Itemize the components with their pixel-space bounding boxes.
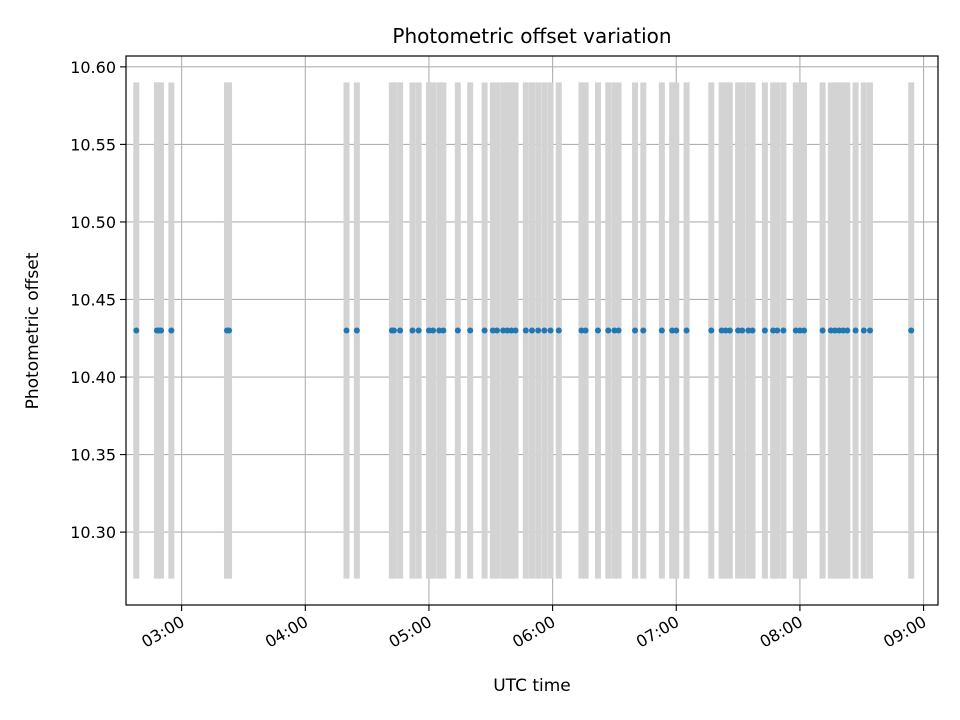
data-point xyxy=(547,327,554,334)
data-point xyxy=(578,327,585,334)
data-point xyxy=(658,327,665,334)
data-point xyxy=(739,327,746,334)
y-tick-label: 10.60 xyxy=(70,58,116,77)
data-point xyxy=(792,327,799,334)
data-point xyxy=(454,327,461,334)
data-point xyxy=(158,327,165,334)
data-point xyxy=(481,327,488,334)
data-point xyxy=(409,327,416,334)
data-point xyxy=(708,327,715,334)
data-point xyxy=(555,327,562,334)
data-point xyxy=(770,327,777,334)
data-point xyxy=(774,327,781,334)
data-point xyxy=(390,327,397,334)
data-point xyxy=(780,327,787,334)
data-point xyxy=(745,327,752,334)
y-tick-label: 10.55 xyxy=(70,135,116,154)
data-point xyxy=(500,327,507,334)
data-point xyxy=(860,327,867,334)
data-point xyxy=(504,327,511,334)
data-point xyxy=(735,327,742,334)
data-point xyxy=(844,327,851,334)
data-point xyxy=(840,327,847,334)
data-point xyxy=(343,327,350,334)
data-point xyxy=(522,327,529,334)
data-point xyxy=(467,327,474,334)
data-point xyxy=(605,327,612,334)
y-tick-label: 10.50 xyxy=(70,213,116,232)
data-point xyxy=(831,327,838,334)
data-point xyxy=(673,327,680,334)
y-tick-label: 10.40 xyxy=(70,368,116,387)
y-axis-label: Photometric offset xyxy=(23,252,43,409)
x-axis-label: UTC time xyxy=(493,676,571,696)
data-point xyxy=(529,327,535,334)
y-tick-label: 10.35 xyxy=(70,446,116,465)
data-point xyxy=(749,327,756,334)
data-point xyxy=(615,327,622,334)
data-point xyxy=(226,327,233,334)
data-point xyxy=(632,327,639,334)
plot-area-frame xyxy=(125,55,939,606)
data-point xyxy=(611,327,618,334)
data-point xyxy=(133,327,140,334)
data-point xyxy=(168,327,175,334)
data-point xyxy=(722,327,729,334)
data-point xyxy=(796,327,803,334)
data-point xyxy=(582,327,589,334)
data-point xyxy=(541,327,548,334)
data-point xyxy=(535,327,542,334)
data-point xyxy=(866,327,873,334)
data-point xyxy=(508,327,515,334)
data-point xyxy=(761,327,768,334)
data-point xyxy=(801,327,808,334)
data-point xyxy=(353,327,360,334)
data-point xyxy=(415,327,422,334)
data-point xyxy=(819,327,826,334)
data-point xyxy=(594,327,601,334)
data-point xyxy=(493,327,500,334)
y-axis-ticks: 10.30 10.35 10.40 10.45 10.50 10.55 10.60 xyxy=(70,58,126,542)
data-point xyxy=(425,327,432,334)
data-point xyxy=(683,327,690,334)
data-point xyxy=(836,327,843,334)
data-point xyxy=(512,327,519,334)
chart-title: Photometric offset variation xyxy=(392,24,671,48)
data-point xyxy=(908,327,915,334)
y-tick-label: 10.30 xyxy=(70,523,116,542)
data-point xyxy=(489,327,496,334)
data-point xyxy=(827,327,834,334)
data-point xyxy=(669,327,676,334)
data-point xyxy=(440,327,447,334)
data-point xyxy=(640,327,647,334)
data-points xyxy=(133,327,915,334)
data-point xyxy=(726,327,733,334)
data-point xyxy=(718,327,725,334)
data-point xyxy=(852,327,859,334)
data-point xyxy=(430,327,437,334)
y-tick-label: 10.45 xyxy=(70,290,116,309)
data-point xyxy=(436,327,443,334)
data-point xyxy=(397,327,404,334)
